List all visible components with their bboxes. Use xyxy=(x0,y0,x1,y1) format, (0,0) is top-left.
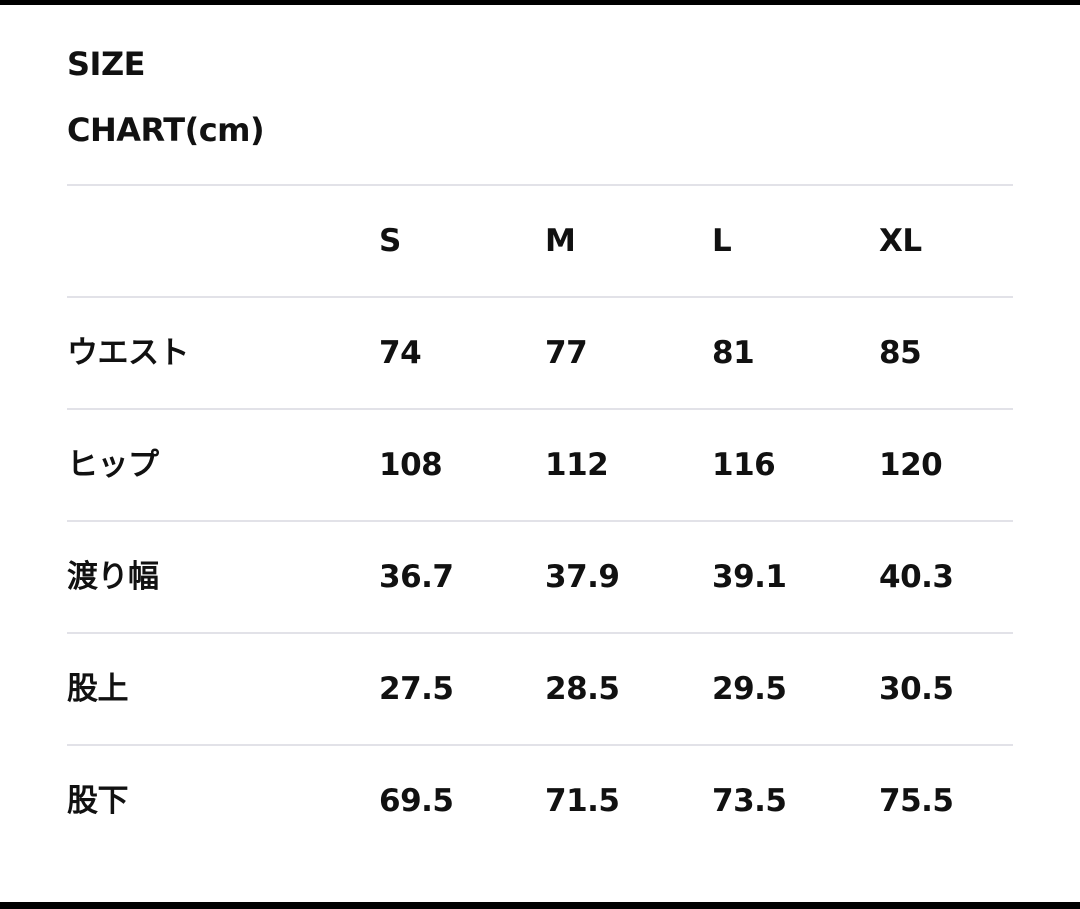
table-row: ウエスト 74 77 81 85 xyxy=(67,296,1013,408)
title-line-2: CHART(cm) xyxy=(67,111,265,149)
table-row: ヒップ 108 112 116 120 xyxy=(67,408,1013,520)
title-line-1: SIZE xyxy=(67,45,146,83)
row-label: ウエスト xyxy=(67,335,190,371)
header-l: L xyxy=(712,223,732,259)
cell-value: 69.5 xyxy=(379,783,454,819)
cell-value: 77 xyxy=(545,335,588,371)
cell-value: 74 xyxy=(379,335,422,371)
cell-value: 36.7 xyxy=(379,559,454,595)
header-m: M xyxy=(545,223,576,259)
cell-value: 73.5 xyxy=(712,783,787,819)
cell-value: 37.9 xyxy=(545,559,620,595)
table-row: 股下 69.5 71.5 73.5 75.5 xyxy=(67,744,1013,856)
cell-value: 108 xyxy=(379,447,443,483)
cell-value: 27.5 xyxy=(379,671,454,707)
cell-value: 30.5 xyxy=(879,671,954,707)
row-label: 股下 xyxy=(67,783,129,819)
cell-value: 112 xyxy=(545,447,609,483)
cell-value: 85 xyxy=(879,335,922,371)
cell-value: 40.3 xyxy=(879,559,954,595)
row-label: ヒップ xyxy=(67,447,159,483)
cell-value: 28.5 xyxy=(545,671,620,707)
cell-value: 75.5 xyxy=(879,783,954,819)
table-row: 渡り幅 36.7 37.9 39.1 40.3 xyxy=(67,520,1013,632)
cell-value: 71.5 xyxy=(545,783,620,819)
top-border xyxy=(0,0,1080,5)
header-row: S M L XL xyxy=(67,184,1013,296)
cell-value: 116 xyxy=(712,447,776,483)
header-xl: XL xyxy=(879,223,922,259)
cell-value: 120 xyxy=(879,447,943,483)
row-label: 渡り幅 xyxy=(67,559,159,595)
header-s: S xyxy=(379,223,401,259)
bottom-border xyxy=(0,902,1080,909)
row-label: 股上 xyxy=(67,671,129,707)
table-row: 股上 27.5 28.5 29.5 30.5 xyxy=(67,632,1013,744)
cell-value: 81 xyxy=(712,335,755,371)
cell-value: 29.5 xyxy=(712,671,787,707)
size-table: S M L XL ウエスト 74 77 81 85 ヒップ 108 112 116 120 渡り幅 3… xyxy=(67,184,1013,856)
cell-value: 39.1 xyxy=(712,559,787,595)
